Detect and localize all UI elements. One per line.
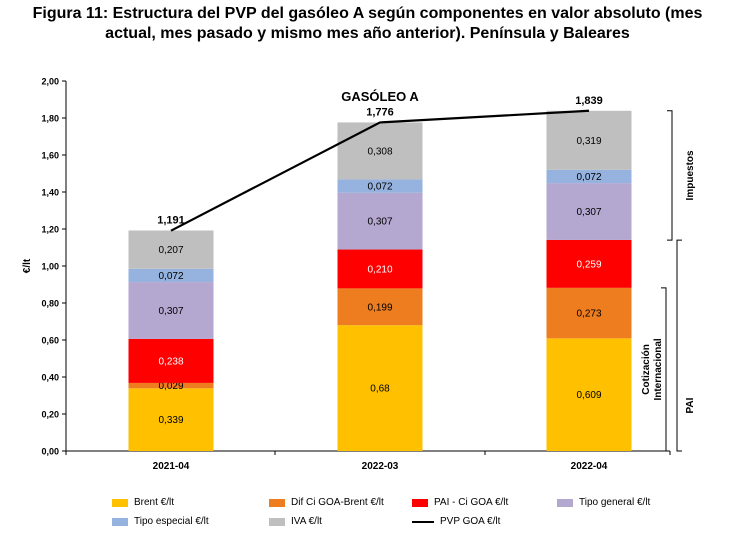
pvp-value-label: 1,191 [157,215,185,227]
pvp-value-label: 1,839 [575,95,603,107]
bar-segment [337,288,423,326]
y-tick-label: 0,80 [41,299,59,309]
bar-segment [546,169,632,184]
bar-segment [337,249,423,289]
bracket [676,239,682,452]
y-tick-label: 1,60 [41,151,59,161]
bar-segment [546,287,632,339]
bracket-label-impuestos: Impuestos [685,150,696,200]
bar-value-label: 0,238 [158,356,183,367]
y-tick-label: 0,40 [41,373,59,383]
bar-value-label: 0,609 [576,390,601,401]
bar-value-label: 0,339 [158,415,183,426]
bar-value-label: 0,307 [158,306,183,317]
bar-segment [128,388,214,451]
pvp-value-label: 1,776 [366,106,394,118]
bar-value-label: 0,072 [576,172,601,183]
bar-segment [337,179,423,193]
pvp-line [170,109,590,232]
bracket [661,287,667,452]
bar-segment [128,282,214,339]
bar-segment [337,192,423,250]
bar-value-label: 0,307 [367,217,392,228]
bar-segment [546,110,632,170]
chart-annotation: GASÓLEO A [341,89,419,104]
bar-value-label: 0,319 [576,136,601,147]
y-tick-label: 2,00 [41,77,59,87]
bar-segment [128,268,214,283]
bar-value-label: 0,273 [576,309,601,320]
bar-segment [337,122,423,180]
y-axis-label: €/lt [22,258,33,273]
y-tick-label: 1,20 [41,225,59,235]
bar-value-label: 0,199 [367,302,392,313]
bar-value-label: 0,308 [367,146,392,157]
x-tick-label: 2021-04 [153,461,190,472]
bar-segment [128,230,214,269]
chart-title: Figura 11: Estructura del PVP del gasóle… [0,4,735,44]
bar-value-label: 0,68 [370,384,390,395]
x-tick-label: 2022-03 [362,461,399,472]
bar-value-label: 0,259 [576,259,601,270]
bar-segment [546,183,632,240]
y-tick-label: 0,60 [41,336,59,346]
chart-title-line-2: actual, mes pasado y mismo mes año anter… [105,25,630,42]
y-tick-label: 0,20 [41,410,59,420]
x-tick-label: 2022-04 [571,461,608,472]
y-tick-label: 0,00 [41,447,59,457]
bar-value-label: 0,207 [158,245,183,256]
bar-value-label: 0,307 [576,207,601,218]
bar-value-label: 0,210 [367,264,392,275]
bracket-label-cotizacion: Internacional [653,338,664,400]
chart-title-line-1: Figura 11: Estructura del PVP del gasóle… [32,5,703,22]
bar-value-label: 0,072 [367,182,392,193]
bar-segment [546,338,632,451]
bar-segment [546,239,632,288]
bar-segment [128,338,214,383]
bar-segment [128,382,214,389]
y-tick-label: 1,80 [41,114,59,124]
y-tick-label: 1,00 [41,262,59,272]
bracket-label-cotizacion: Cotización [641,344,652,395]
bracket [667,110,673,241]
bar-value-label: 0,029 [158,381,183,392]
bar-segment [337,325,423,451]
bracket-label-pai: PAI [685,397,696,413]
bar-value-label: 0,072 [158,271,183,282]
y-tick-label: 1,40 [41,188,59,198]
